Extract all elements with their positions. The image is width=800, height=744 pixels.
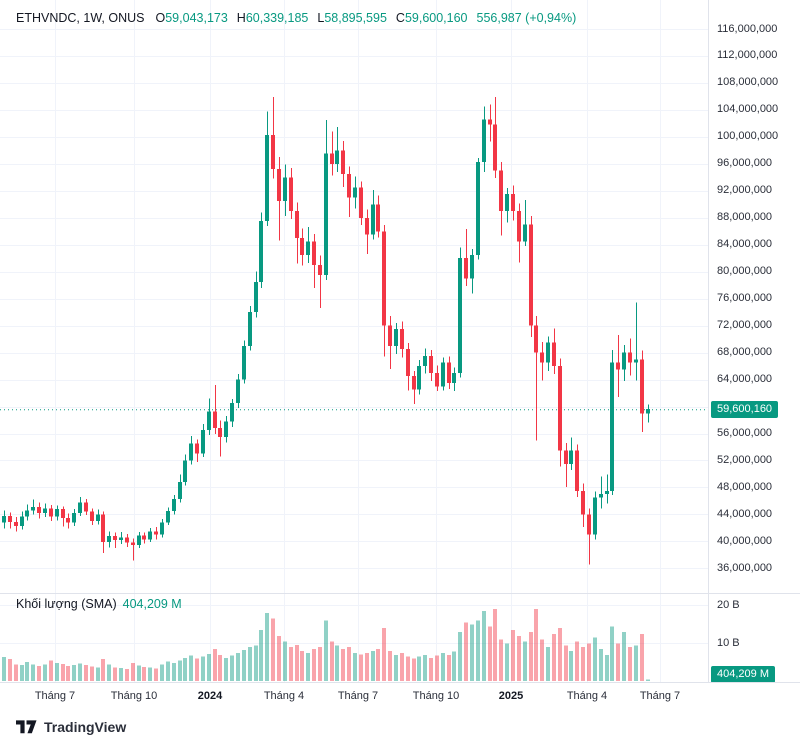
price-axis-label: 80,000,000: [717, 265, 773, 278]
time-axis-label: Tháng 7: [34, 690, 76, 702]
price-axis-label: 112,000,000: [717, 49, 778, 62]
price-axis-label: 56,000,000: [717, 427, 773, 440]
price-axis-label: 72,000,000: [717, 319, 773, 332]
candlestick-volume-canvas[interactable]: [0, 0, 708, 682]
price-axis-label: 116,000,000: [717, 22, 778, 35]
chart-panes[interactable]: [0, 0, 708, 682]
symbol-legend: ETHVNDC, 1W, ONUS O59,043,173 H60,339,18…: [16, 11, 576, 25]
time-axis-label: Tháng 4: [566, 690, 608, 702]
time-axis-label: Tháng 7: [337, 690, 379, 702]
price-axis-label: 48,000,000: [717, 480, 773, 493]
price-axis-label: 64,000,000: [717, 373, 773, 386]
footer: TradingView: [16, 717, 126, 737]
volume-axis-label: 10 B: [717, 636, 740, 649]
ohlc-low: L58,895,595: [317, 11, 387, 25]
ohlc-open: O59,043,173: [155, 11, 228, 25]
tradingview-logo-icon[interactable]: [16, 720, 37, 734]
ohlc-close: C59,600,160: [395, 11, 468, 25]
price-axis-label: 92,000,000: [717, 184, 773, 197]
price-axis-label: 96,000,000: [717, 157, 773, 170]
price-axis[interactable]: 116,000,000 112,000,000 108,000,000 104,000…: [708, 0, 800, 683]
symbol-title[interactable]: ETHVNDC, 1W, ONUS: [16, 11, 145, 25]
price-axis-label: 84,000,000: [717, 238, 773, 251]
price-axis-label: 44,000,000: [717, 507, 773, 520]
price-axis-label: 88,000,000: [717, 211, 773, 224]
candles-layer: [2, 97, 650, 565]
price-axis-label: 52,000,000: [717, 453, 773, 466]
volume-axis-label: 20 B: [717, 598, 740, 611]
price-axis-label: 108,000,000: [717, 76, 779, 89]
price-axis-label: 76,000,000: [717, 292, 773, 305]
price-axis-label: 100,000,000: [717, 130, 779, 143]
price-axis-label: 68,000,000: [717, 346, 773, 359]
time-axis-label: Tháng 10: [412, 690, 460, 702]
time-axis-label: Tháng 10: [110, 690, 158, 702]
volume-legend-value: 404,209 M: [122, 597, 182, 611]
volume-legend: Khối lượng (SMA) 404,209 M: [16, 597, 182, 611]
price-axis-label: 104,000,000: [717, 103, 779, 116]
pane-divider[interactable]: [0, 593, 800, 594]
time-axis-label: 2025: [498, 690, 524, 702]
volume-legend-title[interactable]: Khối lượng (SMA): [16, 597, 117, 611]
last-price-badge: 59,600,160: [711, 400, 779, 418]
price-axis-label: 36,000,000: [717, 561, 773, 574]
time-axis-label: Tháng 4: [263, 690, 305, 702]
grid-layer: [0, 0, 708, 682]
change-value: 556,987 (+0,94%): [476, 11, 577, 25]
ohlc-high: H60,339,185: [236, 11, 309, 25]
price-axis-label: 40,000,000: [717, 534, 773, 547]
volume-badge: 404,209 M: [711, 666, 775, 683]
time-axis-label: Tháng 7: [639, 690, 681, 702]
time-axis[interactable]: Tháng 7 Tháng 10 2024 Tháng 4 Tháng 7 Tháng 1…: [0, 682, 800, 711]
tradingview-brand[interactable]: TradingView: [44, 719, 127, 735]
volume-bars-layer: [2, 609, 650, 681]
time-axis-label: 2024: [197, 690, 223, 702]
